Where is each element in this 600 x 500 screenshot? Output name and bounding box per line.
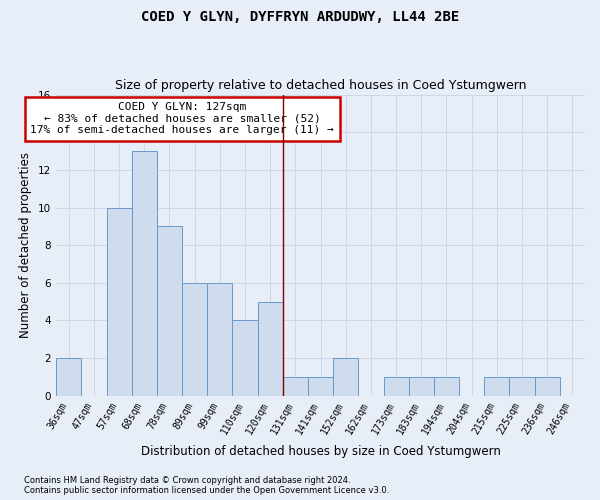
Bar (308, 377, 333, 396)
Bar (333, 358, 358, 396)
Text: COED Y GLYN, DYFFRYN ARDUDWY, LL44 2BE: COED Y GLYN, DYFFRYN ARDUDWY, LL44 2BE (141, 10, 459, 24)
X-axis label: Distribution of detached houses by size in Coed Ystumgwern: Distribution of detached houses by size … (140, 444, 500, 458)
Bar (107, 208, 132, 396)
Bar (56, 358, 82, 396)
Bar (157, 226, 182, 396)
Bar (484, 377, 509, 396)
Bar (283, 377, 308, 396)
Title: Size of property relative to detached houses in Coed Ystumgwern: Size of property relative to detached ho… (115, 79, 526, 92)
Bar (132, 151, 157, 396)
Y-axis label: Number of detached properties: Number of detached properties (19, 152, 32, 338)
Bar (257, 302, 283, 396)
Bar (409, 377, 434, 396)
Bar (383, 377, 409, 396)
Bar (182, 283, 207, 396)
Text: Contains HM Land Registry data © Crown copyright and database right 2024.
Contai: Contains HM Land Registry data © Crown c… (24, 476, 389, 495)
Bar (509, 377, 535, 396)
Bar (207, 283, 232, 396)
Bar (232, 320, 257, 396)
Bar (434, 377, 459, 396)
Bar (535, 377, 560, 396)
Text: COED Y GLYN: 127sqm
← 83% of detached houses are smaller (52)
17% of semi-detach: COED Y GLYN: 127sqm ← 83% of detached ho… (30, 102, 334, 136)
